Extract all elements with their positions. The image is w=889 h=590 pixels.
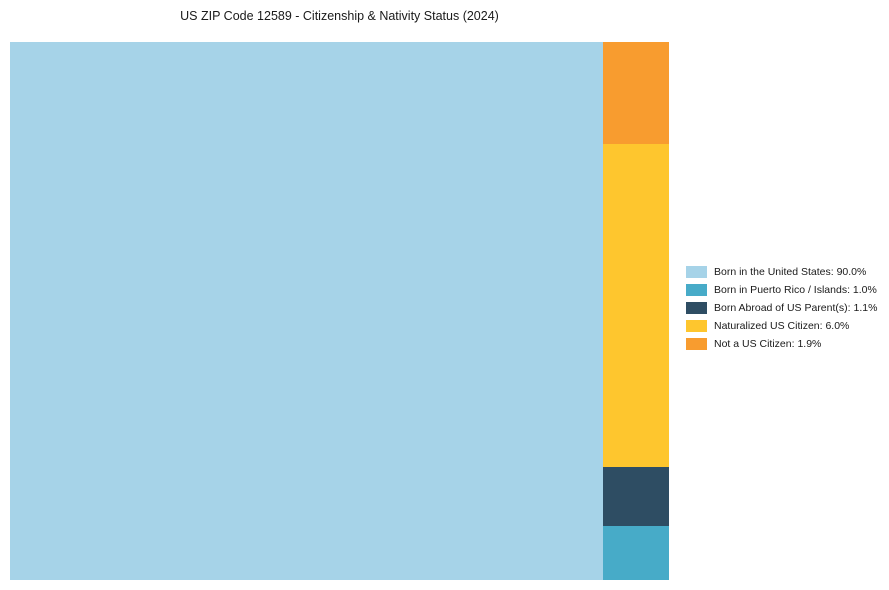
treemap-segment-born-in-puerto-rico-islands — [603, 526, 669, 580]
legend-swatch — [686, 284, 707, 296]
treemap-segment-not-a-us-citizen — [603, 42, 669, 145]
legend-item: Naturalized US Citizen: 6.0% — [686, 320, 877, 332]
legend-label: Born in Puerto Rico / Islands: 1.0% — [714, 284, 877, 296]
legend-swatch — [686, 266, 707, 278]
legend-item: Born Abroad of US Parent(s): 1.1% — [686, 302, 877, 314]
legend-label: Not a US Citizen: 1.9% — [714, 338, 822, 350]
legend-label: Born in the United States: 90.0% — [714, 266, 867, 278]
legend-label: Born Abroad of US Parent(s): 1.1% — [714, 302, 878, 314]
legend-item: Born in Puerto Rico / Islands: 1.0% — [686, 284, 877, 296]
legend-swatch — [686, 302, 707, 314]
legend-swatch — [686, 338, 707, 350]
treemap-segment-naturalized-us-citizen — [603, 144, 669, 468]
treemap-segment-born-abroad-of-us-parent-s — [603, 467, 669, 527]
legend-swatch — [686, 320, 707, 332]
treemap-side-column — [603, 42, 669, 580]
legend-item: Born in the United States: 90.0% — [686, 266, 877, 278]
legend: Born in the United States: 90.0% Born in… — [686, 266, 877, 350]
chart-title: US ZIP Code 12589 - Citizenship & Nativi… — [180, 9, 499, 23]
legend-label: Naturalized US Citizen: 6.0% — [714, 320, 850, 332]
legend-item: Not a US Citizen: 1.9% — [686, 338, 877, 350]
treemap-segment-born-us — [10, 42, 604, 580]
treemap-plot-area — [10, 42, 669, 580]
